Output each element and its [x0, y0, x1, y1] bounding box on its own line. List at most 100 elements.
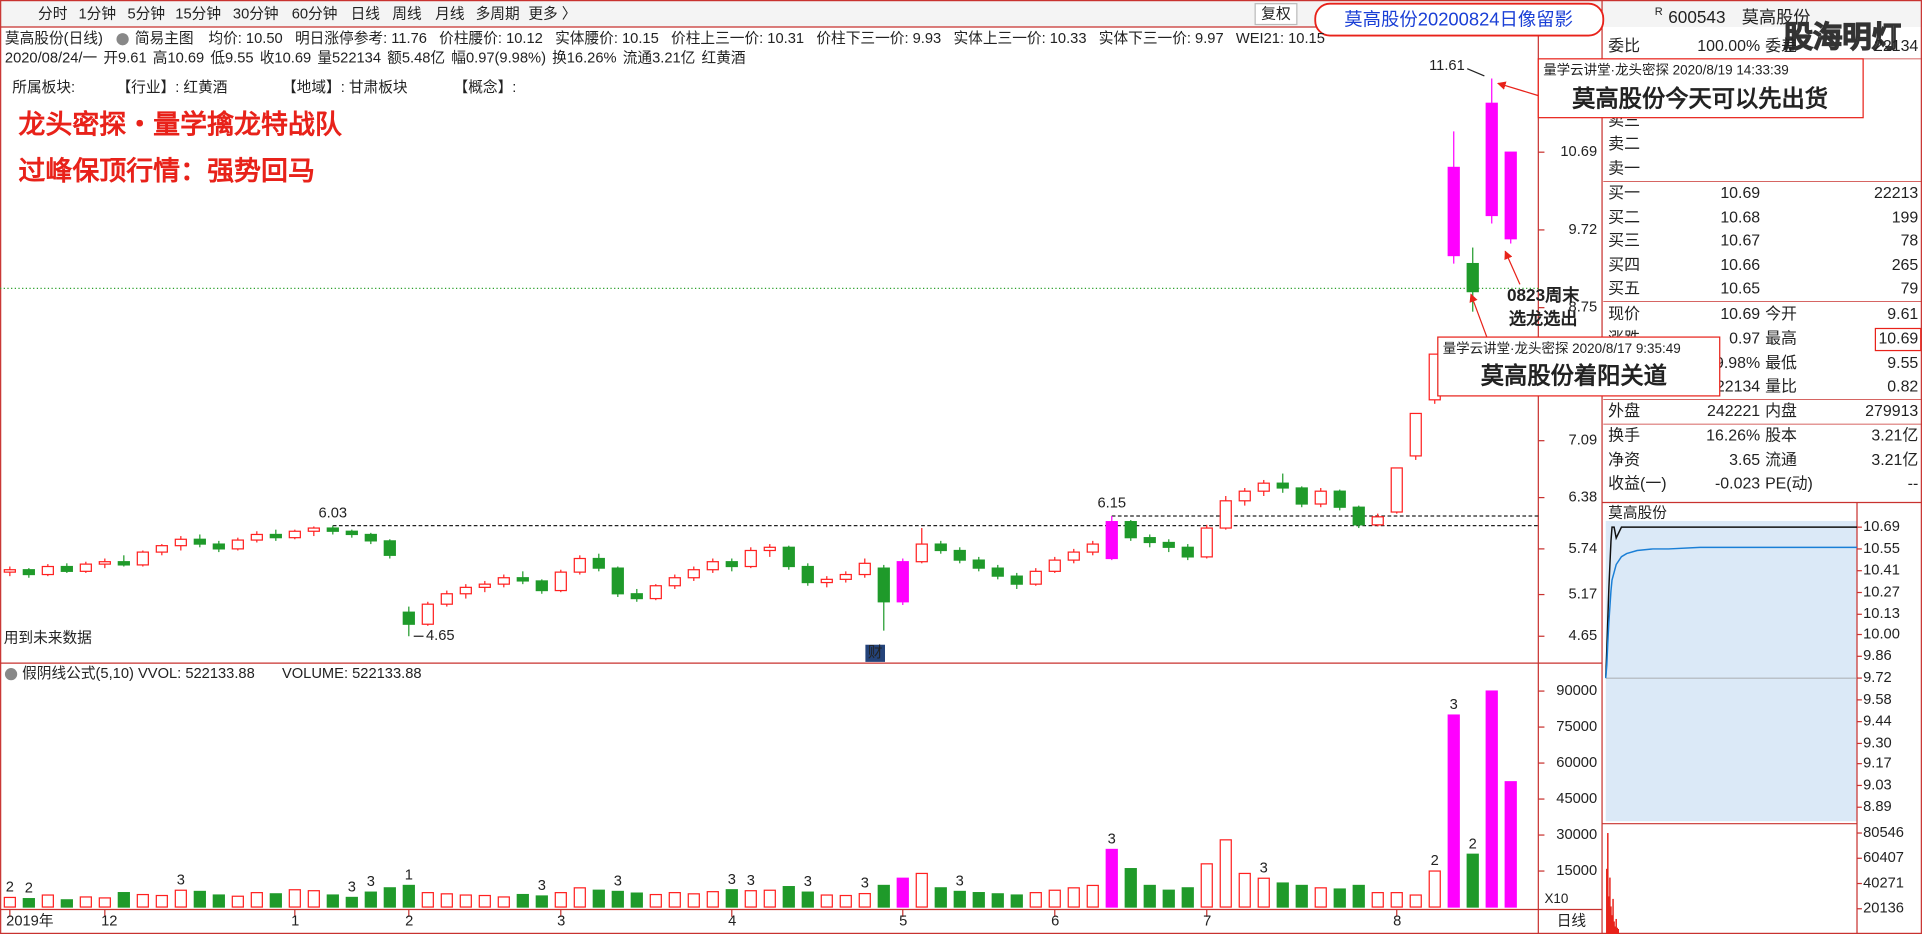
headline: 过峰保顶行情：强势回马 [18, 155, 314, 186]
candle-body [1257, 482, 1270, 492]
period-tab[interactable]: 多周期 [476, 6, 520, 23]
volume-bar [725, 889, 738, 908]
sector-text: 【概念】: [454, 78, 517, 96]
intraday-volume-bar [1616, 927, 1618, 934]
info-text: 实体上三一价: 10.33 [953, 30, 1086, 47]
intraday-title: 莫高股份 [1608, 504, 1667, 521]
marker-box [865, 644, 886, 662]
candle-body [155, 545, 168, 553]
candle-body [326, 527, 339, 532]
y-tick-label: 9.86 [1863, 648, 1892, 664]
volume-bar [1409, 894, 1422, 908]
candle-body [497, 577, 510, 585]
intraday-volume-bar [1611, 915, 1613, 934]
candle-body [1162, 541, 1175, 548]
quote-cell: 委比 [1608, 37, 1640, 55]
sector-text: 【行业】: 红黄酒 [116, 79, 227, 96]
period-tab[interactable]: 分时 [38, 6, 68, 23]
tool-button[interactable] [1254, 3, 1298, 26]
quote-cell: 10.69 [1720, 306, 1760, 323]
volume-bar [117, 892, 130, 908]
volume-bar [953, 890, 966, 908]
candle-body [345, 530, 358, 536]
volume-bar [478, 894, 491, 908]
y-tick-label: 15000 [1556, 863, 1597, 879]
annotation-text: 莫高股份今天可以先出货 [1572, 86, 1828, 112]
tool-button-label[interactable]: 复权 [1261, 5, 1291, 23]
volume-bar [1295, 884, 1308, 908]
candle-body [193, 538, 206, 545]
volume-bar [1143, 884, 1156, 908]
candle-body [1143, 537, 1156, 544]
candle-body [1447, 166, 1460, 257]
candle-body [3, 569, 16, 573]
title-badge-box [1314, 2, 1605, 37]
volume-bar [1086, 884, 1099, 908]
x-tick-label: 5 [899, 914, 907, 930]
quote-cell: 股本 [1765, 427, 1797, 445]
volume-bar [839, 894, 852, 908]
annotation-source: 量学云讲堂·龙头密探 2020/8/17 9:35:49 [1443, 340, 1681, 356]
volume-bar [212, 894, 225, 908]
legend-text: VOLUME: 522133.88 [282, 666, 422, 682]
y-tick-label: 7.09 [1569, 433, 1598, 449]
candle-body [516, 577, 529, 582]
volume-bar [611, 890, 624, 908]
volume-bar [136, 893, 149, 908]
period-tab[interactable]: 周线 [392, 6, 422, 23]
y-tick-label: 9.17 [1863, 756, 1892, 772]
y-tick-label: 5.17 [1569, 586, 1598, 602]
period-tab[interactable]: 日线 [351, 6, 381, 23]
info-text: 价柱下三一价: 9.93 [816, 30, 941, 47]
volume-bar [1048, 889, 1061, 908]
quote-cell: 9.61 [1887, 306, 1918, 323]
volume-bar [98, 897, 111, 908]
info-text: 流通3.21亿 [623, 50, 696, 67]
y-tick-label: 9.44 [1863, 714, 1892, 730]
x-tick-label: 2 [405, 914, 413, 930]
period-tab[interactable]: 5分钟 [128, 6, 166, 23]
finance-marker[interactable]: 财 [868, 644, 883, 661]
quote-cell: 卖二 [1608, 135, 1640, 153]
volume-bar [345, 896, 358, 908]
candle-body [972, 559, 985, 569]
volume-bar [972, 892, 985, 908]
period-tab[interactable]: 月线 [435, 6, 465, 23]
volume-bar [668, 892, 681, 908]
sector-text: 【地域】: 甘肃板块 [282, 78, 408, 96]
annotation-box [1437, 336, 1721, 397]
period-tab[interactable]: 1分钟 [78, 6, 116, 23]
candle-body [1048, 559, 1061, 572]
intraday-volume-bar [1617, 928, 1620, 934]
volume-bar [1390, 892, 1403, 908]
candle-body [744, 549, 757, 568]
period-tab[interactable]: 60分钟 [292, 6, 338, 23]
signal-label: 1 [405, 868, 413, 884]
signal-label: 2 [1469, 836, 1477, 852]
quote-cell: 量比 [1765, 378, 1797, 396]
future-note: 用到未来数据 [4, 629, 92, 646]
period-tab[interactable]: 30分钟 [233, 6, 279, 23]
volume-bar [744, 890, 757, 908]
candle-body [820, 578, 833, 584]
y-tick-label: 4.65 [1569, 628, 1598, 644]
annotation-arrow [1469, 293, 1488, 338]
volume-bar [820, 894, 833, 908]
volume-bar [1485, 690, 1498, 908]
intraday-line [1604, 526, 1858, 679]
y-tick-label: 9.03 [1863, 777, 1892, 793]
volume-bar [250, 892, 263, 908]
quote-cell: 9.55 [1887, 355, 1918, 372]
y-tick-label: 10.55 [1863, 541, 1900, 557]
volume-bar [915, 872, 928, 908]
y-tick-label: 8.75 [1569, 300, 1598, 316]
candle-body [1200, 527, 1213, 558]
period-tab[interactable]: 15分钟 [175, 6, 221, 23]
info-text: 低9.55 [210, 50, 253, 67]
candle-body [79, 563, 92, 572]
low-label: 4.65 [426, 628, 455, 644]
y-tick-label: 10.13 [1863, 606, 1900, 622]
candle-body [1314, 490, 1327, 505]
period-tab[interactable]: 更多 〉 [528, 6, 576, 23]
candle-body [364, 533, 377, 542]
